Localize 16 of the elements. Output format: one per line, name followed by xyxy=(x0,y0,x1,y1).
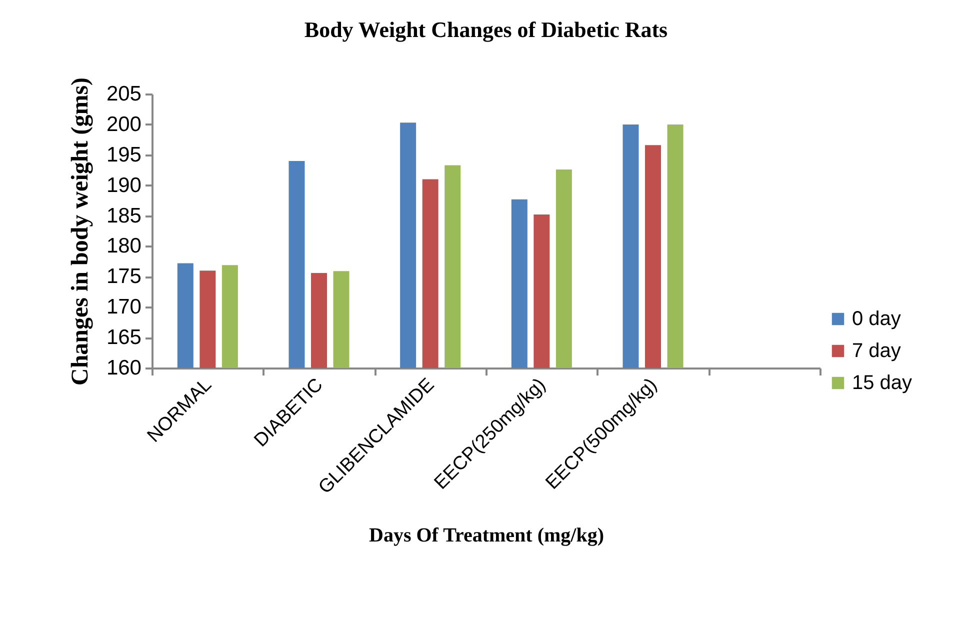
chart-title: Body Weight Changes of Diabetic Rats xyxy=(304,16,668,42)
y-tick-label: 200 xyxy=(106,112,142,136)
y-tick-label: 205 xyxy=(106,82,142,106)
y-tick-label: 180 xyxy=(106,234,142,258)
y-tick-label: 190 xyxy=(106,174,142,197)
x-axis-title: Days Of Treatment (mg/kg) xyxy=(369,524,604,547)
legend-label: 0 day xyxy=(852,308,901,330)
y-tick-label: 170 xyxy=(106,296,142,319)
y-tick-label: 175 xyxy=(106,265,142,288)
y-tick-label: 165 xyxy=(106,326,142,350)
y-tick-label: 185 xyxy=(106,204,142,228)
y-tick-label: 195 xyxy=(106,143,142,166)
legend-label: 15 day xyxy=(852,372,912,394)
y-tick-label: 160 xyxy=(106,356,142,380)
legend-label: 7 day xyxy=(852,340,901,362)
y-axis-title: Changes in body weight (gms) xyxy=(67,77,94,386)
